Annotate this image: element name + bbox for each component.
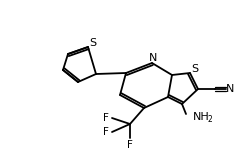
Text: F: F [103,127,109,137]
Text: S: S [191,64,199,74]
Text: N: N [149,53,157,63]
Text: S: S [90,38,96,48]
Text: F: F [127,140,133,150]
Text: 2: 2 [207,114,212,123]
Text: NH: NH [193,112,210,122]
Text: N: N [226,84,234,94]
Text: F: F [103,113,109,123]
